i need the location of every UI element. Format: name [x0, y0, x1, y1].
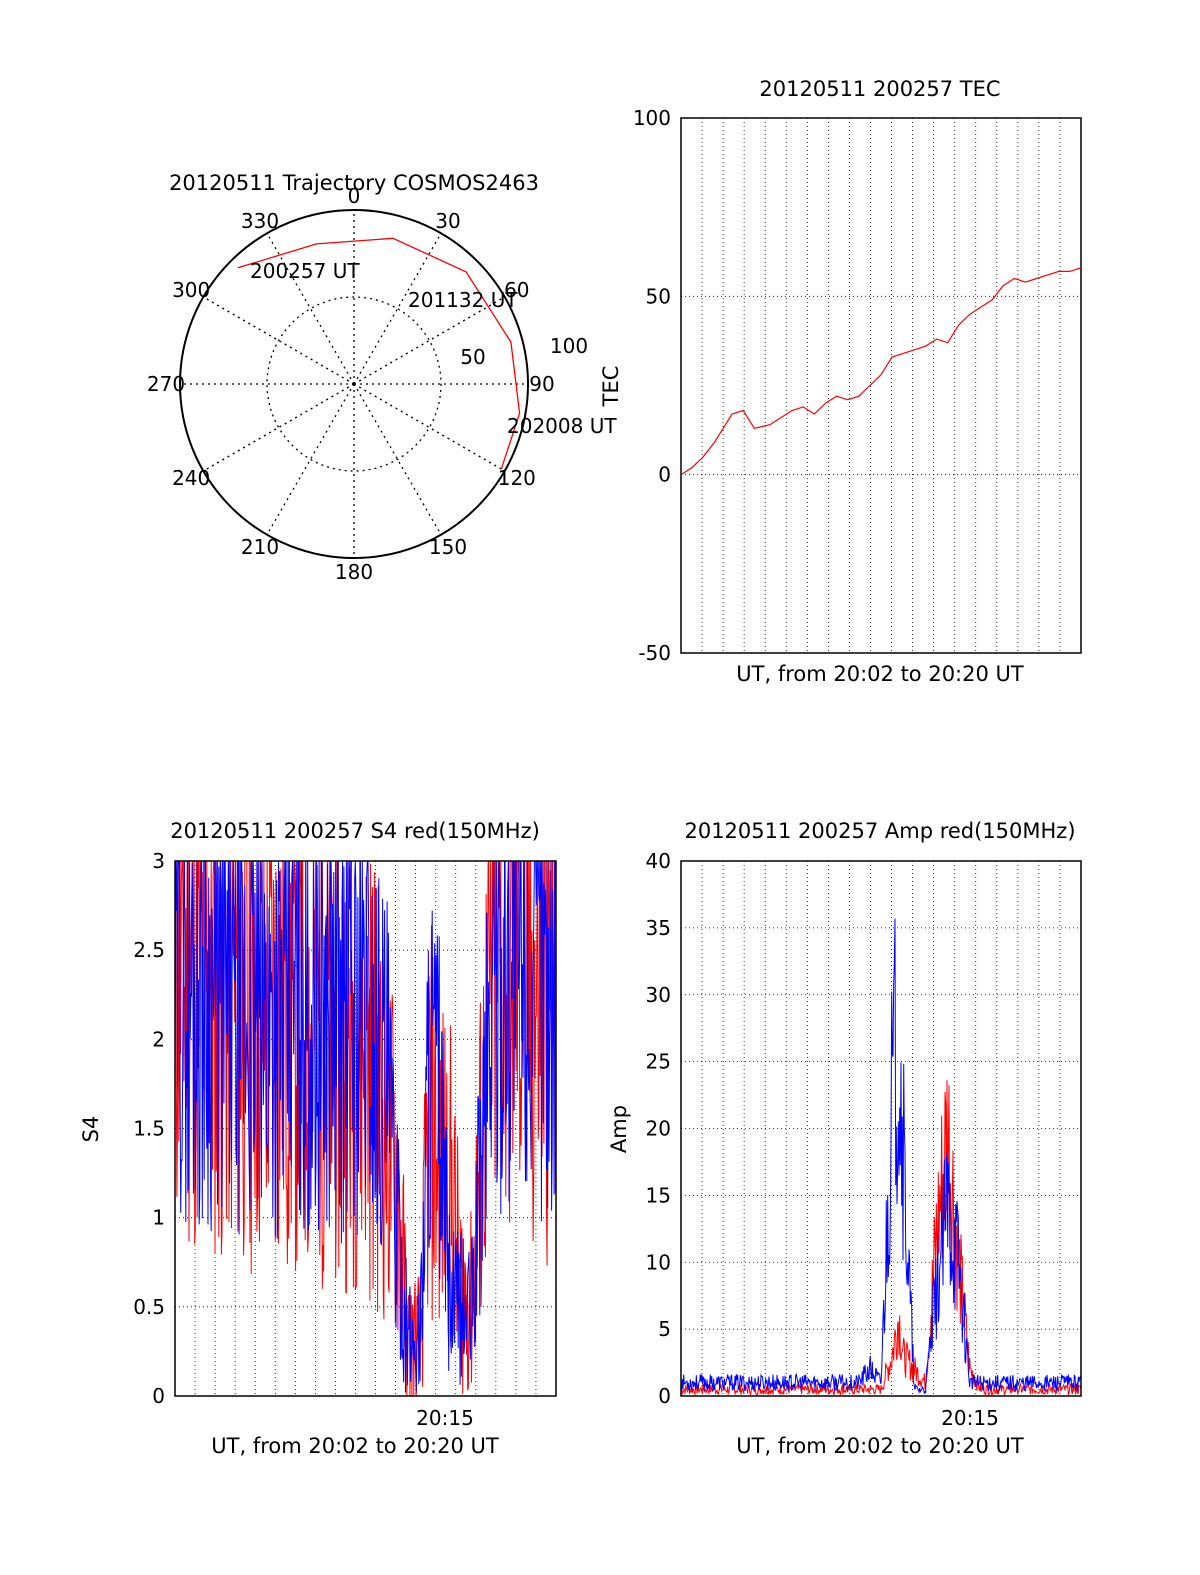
y-tick-label: 0	[658, 463, 671, 487]
y-tick-label: 0.5	[133, 1295, 165, 1319]
tec-y-tick-labels: 100 50 0 -50	[633, 106, 671, 665]
polar-chart: 20120511 Trajectory COSMOS2463 0 30 60 90 12…	[147, 171, 617, 584]
y-tick-label: 1	[152, 1206, 165, 1230]
polar-spoke	[266, 383, 355, 536]
y-tick-label: 100	[633, 106, 671, 130]
s4-plot-frame	[174, 860, 557, 1397]
polar-azimuth-label: 300	[172, 278, 210, 302]
polar-annotation-end: 202008 UT	[507, 414, 617, 438]
amp-x-tick-label: 20:15	[941, 1406, 999, 1430]
y-tick-label: 50	[646, 284, 671, 308]
polar-outer-ring	[179, 209, 529, 559]
s4-y-tick-labels: 3 2.5 2 1.5 1 0.5 0	[133, 849, 165, 1408]
amp-red-series	[680, 1080, 1082, 1397]
y-tick-label: 40	[646, 849, 671, 873]
polar-azimuth-label: 150	[429, 535, 467, 559]
y-tick-label: 20	[646, 1117, 671, 1141]
polar-annotation-mid: 201132 UT	[408, 288, 518, 312]
amp-x-axis-label: UT, from 20:02 to 20:20 UT	[736, 1434, 1024, 1458]
polar-spoke	[353, 232, 442, 385]
y-tick-label: 0	[152, 1384, 165, 1408]
tec-chart: 20120511 200257 TEC 100 50 0 -50 TEC UT, fr…	[599, 77, 1082, 686]
amp-blue-series	[680, 918, 1082, 1395]
polar-azimuth-label: 330	[241, 209, 279, 233]
polar-azimuth-label: 120	[498, 466, 536, 490]
s4-title: 20120511 200257 S4 red(150MHz)	[170, 819, 540, 843]
polar-spoke	[353, 383, 506, 472]
polar-azimuth-label: 240	[172, 466, 210, 490]
amp-title: 20120511 200257 Amp red(150MHz)	[684, 819, 1075, 843]
s4-chart: 20120511 200257 S4 red(150MHz) 3 2.5 2 1.5 1…	[79, 819, 557, 1458]
s4-x-tick-label: 20:15	[416, 1406, 474, 1430]
amp-plot-frame	[680, 860, 1082, 1397]
tec-plot-frame	[680, 117, 1082, 654]
polar-azimuth-label: 60	[504, 278, 529, 302]
s4-x-axis-label: UT, from 20:02 to 20:20 UT	[211, 1434, 499, 1458]
polar-azimuth-label: 0	[348, 184, 361, 208]
tec-grid	[681, 118, 1081, 653]
polar-azimuth-labels: 0 30 60 90 120 150 180 210 240 270 300 330	[147, 184, 555, 584]
polar-inner-ring	[266, 296, 442, 472]
amp-y-axis-label: Amp	[607, 1105, 631, 1153]
tec-series-line	[680, 267, 1082, 476]
tec-y-axis-label: TEC	[599, 366, 623, 408]
polar-trajectory-line	[237, 237, 521, 470]
y-tick-label: 1.5	[133, 1117, 165, 1141]
y-tick-label: 3	[152, 849, 165, 873]
y-tick-label: -50	[638, 641, 671, 665]
y-tick-label: 35	[646, 916, 671, 940]
polar-spoke	[266, 232, 355, 385]
s4-y-axis-label: S4	[79, 1116, 103, 1143]
polar-spoke	[202, 296, 355, 385]
polar-radial-label-100: 100	[550, 334, 588, 358]
y-tick-label: 10	[646, 1250, 671, 1274]
polar-azimuth-label: 30	[435, 209, 460, 233]
y-tick-label: 0	[658, 1384, 671, 1408]
y-tick-label: 25	[646, 1050, 671, 1074]
polar-spoke	[353, 383, 442, 536]
y-tick-label: 30	[646, 983, 671, 1007]
polar-spoke	[202, 383, 355, 472]
polar-azimuth-label: 270	[147, 372, 185, 396]
amp-grid	[681, 861, 1081, 1396]
y-tick-label: 2	[152, 1027, 165, 1051]
y-tick-label: 2.5	[133, 938, 165, 962]
amp-y-tick-labels: 40 35 30 25 20 15 10 5 0	[646, 849, 671, 1408]
polar-spoke	[353, 296, 506, 385]
y-tick-label: 15	[646, 1183, 671, 1207]
polar-annotation-start: 200257 UT	[250, 259, 360, 283]
polar-azimuth-label: 210	[241, 535, 279, 559]
tec-x-axis-label: UT, from 20:02 to 20:20 UT	[736, 662, 1024, 686]
polar-radial-label-50: 50	[460, 345, 485, 369]
polar-spokes	[180, 210, 528, 558]
polar-title: 20120511 Trajectory COSMOS2463	[169, 171, 539, 195]
amp-chart: 20120511 200257 Amp red(150MHz) 40 35 30 25…	[607, 819, 1082, 1458]
tec-title: 20120511 200257 TEC	[759, 77, 1000, 101]
y-tick-label: 5	[658, 1317, 671, 1341]
polar-azimuth-label: 90	[529, 372, 554, 396]
polar-azimuth-label: 180	[335, 560, 373, 584]
